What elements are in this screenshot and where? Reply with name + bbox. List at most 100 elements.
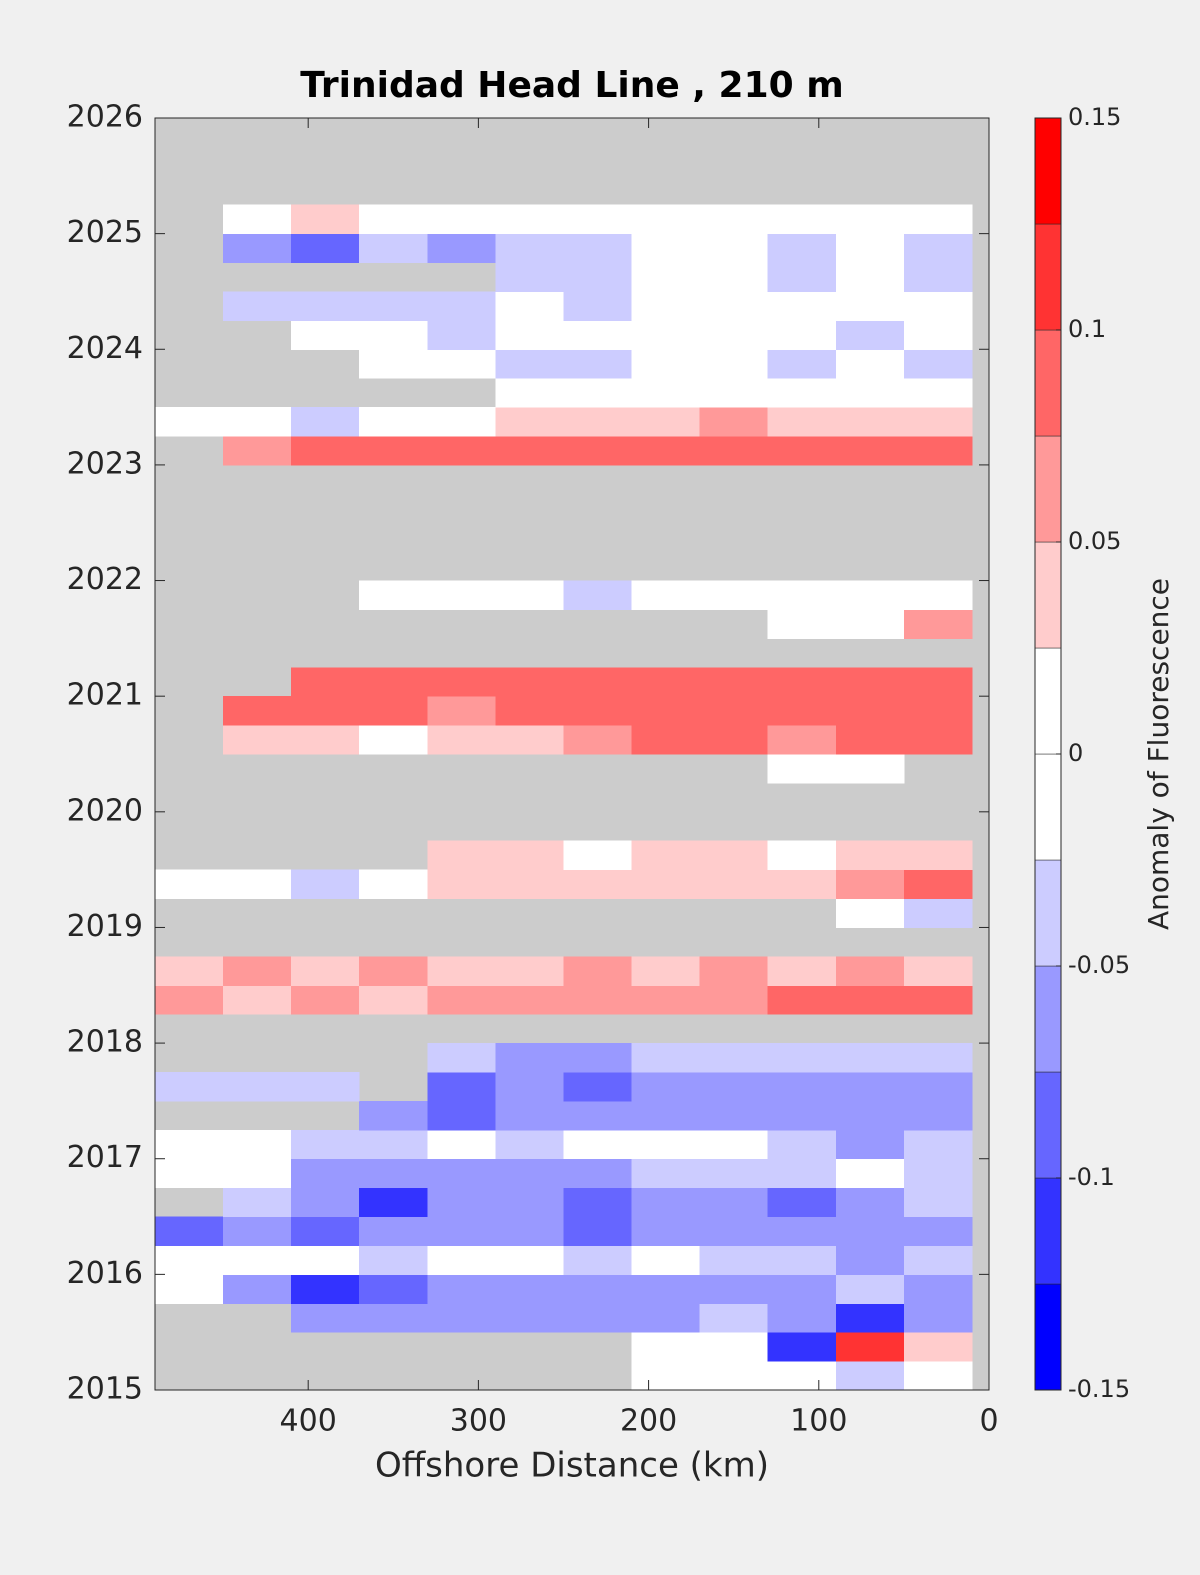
heatmap-cell [563, 840, 633, 871]
heatmap-cell [359, 696, 428, 726]
heatmap-cell [699, 407, 769, 437]
heatmap-cell [495, 1303, 564, 1333]
heatmap-cell [495, 1245, 564, 1275]
heatmap-cell [835, 1332, 905, 1362]
heatmap-cell [631, 1158, 701, 1189]
heatmap-cell [631, 1245, 701, 1275]
heatmap-cell [835, 320, 905, 350]
heatmap-cell [223, 407, 292, 437]
heatmap-cell [563, 1158, 633, 1189]
heatmap-cell [835, 436, 905, 466]
heatmap-cell [359, 320, 428, 350]
heatmap-cell [835, 1100, 905, 1131]
heatmap-cell [767, 1129, 837, 1160]
heatmap-cell [563, 378, 633, 408]
heatmap-cell [631, 840, 701, 871]
heatmap-cell [359, 1158, 428, 1189]
plot-frame [154, 117, 990, 1391]
heatmap-cell [835, 956, 905, 986]
heatmap-cell [563, 696, 633, 726]
heatmap-cell [155, 869, 224, 900]
heatmap-cell [699, 1043, 769, 1073]
heatmap-cell [767, 985, 837, 1015]
heatmap-cell [903, 725, 973, 755]
heatmap-cell [495, 985, 564, 1015]
colorbar-swatch [1034, 859, 1062, 967]
colorbar-swatch [1034, 435, 1062, 543]
heatmap-cell [699, 436, 769, 466]
heatmap-cell [427, 349, 496, 379]
y-tick-label: 2022 [67, 562, 143, 597]
heatmap-cell [155, 956, 224, 986]
heatmap-cell [359, 1274, 428, 1304]
heatmap-cell [495, 378, 564, 408]
heatmap-cell [291, 1274, 360, 1304]
heatmap-cell [563, 291, 633, 321]
heatmap-cell [359, 956, 428, 986]
heatmap-cell [767, 378, 837, 408]
heatmap-cell [699, 956, 769, 986]
heatmap-cell [291, 956, 360, 986]
heatmap-cell [903, 985, 973, 1015]
heatmap-cell [563, 1043, 633, 1073]
heatmap-cell [631, 407, 701, 437]
heatmap-cell [699, 262, 769, 292]
heatmap-cell [495, 349, 564, 379]
heatmap-cell [291, 436, 360, 466]
heatmap-cell [427, 1303, 496, 1333]
colorbar-swatch [1034, 223, 1062, 331]
colorbar-tick-label: 0.15 [1068, 103, 1121, 131]
heatmap-cell [427, 725, 496, 755]
heatmap-cell [495, 869, 564, 900]
heatmap-cell [291, 1072, 360, 1102]
heatmap-cell [495, 320, 564, 350]
heatmap-cell [427, 985, 496, 1015]
heatmap-cell [699, 378, 769, 408]
heatmap-cell [835, 869, 905, 900]
heatmap-cell [903, 667, 973, 697]
heatmap-cell [359, 725, 428, 755]
heatmap-cell [631, 985, 701, 1015]
heatmap-cell [495, 956, 564, 986]
heatmap-cell [699, 1332, 769, 1362]
heatmap-cell [699, 1361, 769, 1391]
heatmap-cell [427, 1072, 496, 1102]
heatmap-cell [359, 1100, 428, 1131]
heatmap-cell [495, 291, 564, 321]
heatmap-cell [767, 667, 837, 697]
heatmap-cell [291, 1158, 360, 1189]
heatmap-cell [631, 349, 701, 379]
heatmap-cell [835, 1361, 905, 1391]
heatmap-cell [427, 1245, 496, 1275]
heatmap-cell [563, 580, 633, 610]
heatmap-cell [835, 233, 905, 264]
heatmap-cell [631, 233, 701, 264]
heatmap-cell [767, 1332, 837, 1362]
heatmap-cell [835, 407, 905, 437]
heatmap-cell [699, 580, 769, 610]
colorbar-swatch [1034, 647, 1062, 755]
heatmap-cell [767, 1361, 837, 1391]
heatmap-cell [155, 407, 224, 437]
heatmap-cell [359, 985, 428, 1015]
colorbar-tick-label: 0.05 [1068, 527, 1121, 555]
heatmap-cell [155, 1158, 224, 1189]
heatmap-cell [359, 291, 428, 321]
heatmap-cell [835, 985, 905, 1015]
heatmap-cell [563, 1100, 633, 1131]
heatmap-cell [767, 609, 837, 639]
heatmap-cell [835, 1129, 905, 1160]
heatmap-cell [223, 1245, 292, 1275]
heatmap-cell [359, 1303, 428, 1333]
heatmap-cell [903, 1361, 973, 1391]
heatmap-cell [699, 291, 769, 321]
heatmap-cell [835, 1158, 905, 1189]
heatmap-cell [495, 725, 564, 755]
heatmap-cell [359, 869, 428, 900]
heatmap-cell [427, 436, 496, 466]
heatmap-cell [495, 1158, 564, 1189]
heatmap-cell [903, 840, 973, 871]
heatmap-cell [631, 869, 701, 900]
x-tick-label: 300 [450, 1404, 507, 1439]
